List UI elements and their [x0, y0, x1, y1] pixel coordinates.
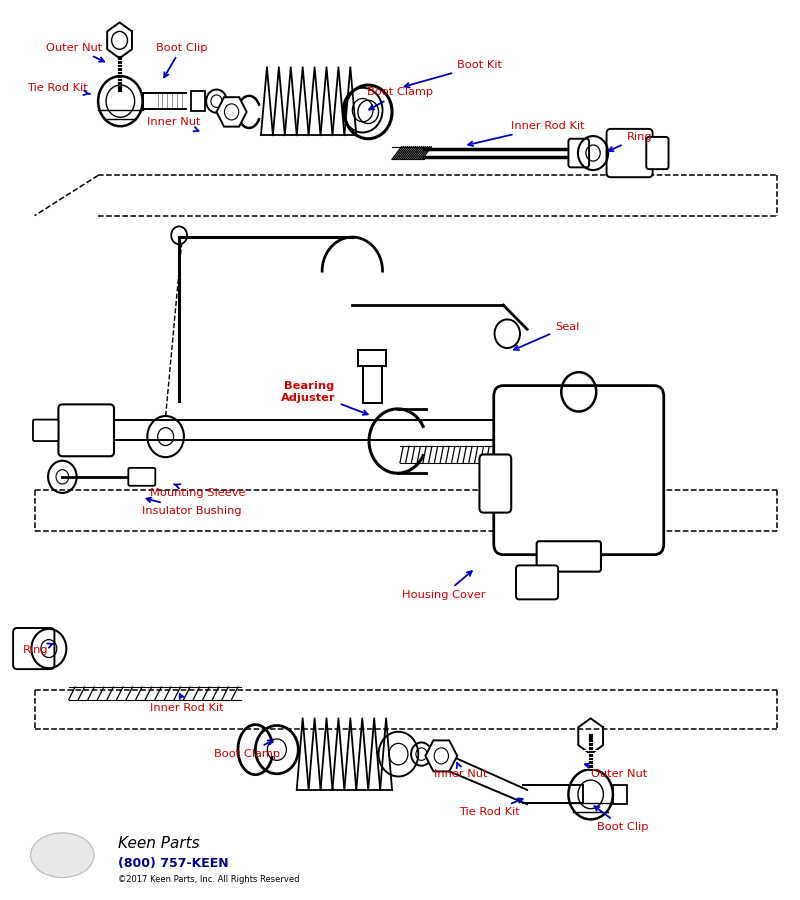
- FancyBboxPatch shape: [613, 785, 627, 805]
- Text: Insulator Bushing: Insulator Bushing: [142, 498, 242, 516]
- FancyBboxPatch shape: [191, 91, 206, 111]
- Text: Outer Nut: Outer Nut: [585, 763, 647, 778]
- Text: Boot Clamp: Boot Clamp: [367, 87, 433, 110]
- FancyBboxPatch shape: [606, 129, 653, 177]
- FancyBboxPatch shape: [13, 628, 54, 669]
- Text: Outer Nut: Outer Nut: [46, 42, 104, 61]
- Text: Bearing
Adjuster: Bearing Adjuster: [282, 381, 368, 415]
- FancyBboxPatch shape: [494, 385, 664, 554]
- FancyBboxPatch shape: [569, 139, 589, 167]
- Text: (800) 757-KEEN: (800) 757-KEEN: [118, 857, 229, 869]
- Text: Inner Rod Kit: Inner Rod Kit: [468, 122, 585, 146]
- Text: Inner Nut: Inner Nut: [147, 117, 200, 131]
- Text: Boot Clip: Boot Clip: [156, 42, 207, 77]
- FancyBboxPatch shape: [128, 468, 155, 486]
- Text: Inner Rod Kit: Inner Rod Kit: [150, 694, 223, 713]
- Text: Boot Clip: Boot Clip: [594, 806, 649, 832]
- Text: Tie Rod Kit: Tie Rod Kit: [459, 798, 522, 817]
- FancyBboxPatch shape: [516, 565, 558, 599]
- Ellipse shape: [30, 832, 94, 878]
- Text: Keen Parts: Keen Parts: [118, 836, 199, 851]
- FancyBboxPatch shape: [646, 137, 669, 169]
- FancyBboxPatch shape: [479, 454, 511, 513]
- FancyBboxPatch shape: [362, 366, 382, 403]
- Text: Inner Nut: Inner Nut: [434, 763, 488, 778]
- Text: Tie Rod Kit: Tie Rod Kit: [26, 83, 90, 95]
- FancyBboxPatch shape: [358, 350, 386, 366]
- Text: Mounting Sleeve: Mounting Sleeve: [150, 484, 246, 498]
- FancyBboxPatch shape: [33, 419, 58, 441]
- Text: Ring: Ring: [22, 644, 54, 655]
- Text: Housing Cover: Housing Cover: [402, 572, 486, 600]
- Text: Boot Clamp: Boot Clamp: [214, 741, 281, 759]
- FancyBboxPatch shape: [537, 541, 601, 572]
- FancyBboxPatch shape: [58, 404, 114, 456]
- Text: Boot Kit: Boot Kit: [405, 60, 502, 87]
- Text: ©2017 Keen Parts, Inc. All Rights Reserved: ©2017 Keen Parts, Inc. All Rights Reserv…: [118, 875, 299, 884]
- Text: Seal: Seal: [514, 321, 579, 350]
- Text: Ring: Ring: [609, 132, 652, 151]
